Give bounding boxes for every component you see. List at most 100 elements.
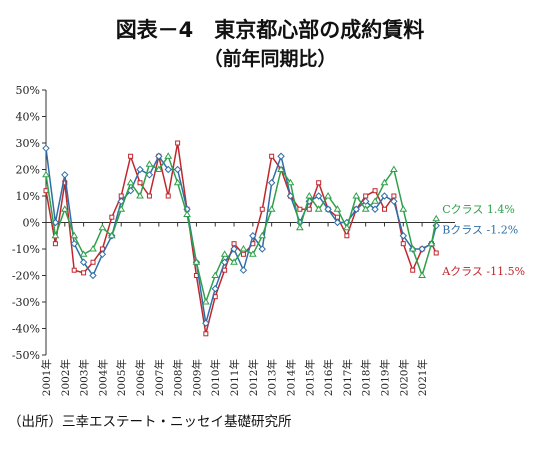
series-C-point [390,165,398,172]
series-A-point [297,206,303,212]
series-B-point [333,218,342,227]
series-C-point [89,245,97,252]
x-tick-label: 2006年 [134,359,147,396]
series-A-point [410,267,416,273]
series-B-point [277,152,285,160]
series-A-point [81,270,87,276]
series-C-point [126,178,135,186]
series-A-point [433,250,439,256]
x-tick-label: 2007年 [153,359,166,396]
x-tick-label: 2013年 [266,359,279,396]
series-C-point [408,245,417,252]
series-C-point [305,192,314,199]
series-B-point [399,232,407,240]
series-A-point [363,193,369,199]
series-B-point [98,250,107,259]
series-C-point [258,231,267,239]
series-A-point [52,241,58,247]
x-tick-label: 2009年 [190,359,203,396]
series-B-point [79,258,88,266]
series-A-point [240,251,246,257]
series-C-point [60,205,69,212]
series-A-line [45,142,437,334]
series-B-point [371,205,379,213]
series-C-point [192,258,201,265]
series-C-point [42,170,50,178]
series-A-point [334,214,340,220]
y-tick-label: -50% [12,349,40,362]
series-C-point [136,192,144,199]
x-tick-label: 2012年 [247,359,260,396]
series-C-point [427,239,436,247]
series-B-point [314,192,323,200]
y-tick-label: 40% [16,111,40,124]
series-C-point [98,223,107,231]
series-B-line [45,148,437,324]
series-C-point [239,245,248,252]
x-tick-label: 2020年 [397,359,410,396]
series-C-point [230,258,238,265]
series-C-point [164,152,173,159]
x-tick-label: 2021年 [416,359,429,396]
series-B-point [202,319,210,327]
series-A-point [381,206,387,212]
series-B-point [173,165,182,174]
series-B-point [136,165,144,174]
series-A-point [222,267,228,273]
x-tick-label: 2018年 [360,359,373,396]
chart-title: 図表－4 東京都心部の成約賃料 [115,18,425,42]
x-tick-label: 2017年 [341,359,354,396]
y-tick-label: 30% [16,137,40,150]
series-A-point [71,267,77,273]
series-C-point [201,298,210,305]
series-C-point [220,250,229,257]
series-C-point [432,214,441,222]
series-C-point [211,271,220,278]
series-C-point [183,210,191,218]
x-tick-label: 2019年 [378,359,391,396]
series-C-point [380,178,389,186]
series-A-point [118,193,124,199]
series-C-point [361,205,370,212]
series-B-point [61,171,69,179]
series-C-point [248,250,257,257]
x-tick-label: 2014年 [284,359,297,396]
y-tick-label: 20% [16,164,40,177]
series-B-point [258,245,266,253]
series-A-point [146,193,152,199]
series-B-point [267,179,276,187]
series-B-point [249,232,257,240]
series-A-point [203,331,209,337]
series-C-point [399,205,408,212]
series-C-point [277,165,285,172]
series-A-point [306,206,312,212]
series-A-point [391,193,397,199]
series-C-point [371,197,379,204]
series-A-point [231,241,237,247]
y-tick-label: -20% [12,270,40,283]
series-A-point [372,188,378,194]
series-A-point [109,214,115,220]
series-C-point [352,192,361,199]
series-C-point [154,165,163,172]
x-tick-label: 2016年 [322,359,335,396]
series-C-point [267,205,276,212]
series-C-point [324,192,332,199]
series-B-point [324,205,332,213]
series-B-point [220,258,229,266]
series-B-end-label: Bクラス -1.2% [442,224,518,237]
series-B-point [89,271,97,280]
series-C-point [79,250,88,257]
series-C-point [314,205,323,212]
series-B-point [390,197,398,206]
y-tick-label: 10% [16,190,40,203]
series-A-point [137,180,143,186]
series-B-point [145,171,154,179]
series-A-point [90,259,96,265]
series-A-point [165,193,171,199]
series-A-end-label: Aクラス -11.5% [441,265,525,278]
series-B-point [211,285,219,293]
source-note: （出所）三幸エステート・ニッセイ基礎研究所 [8,414,292,430]
series-C-point [342,223,351,231]
series-A-point [316,180,322,186]
